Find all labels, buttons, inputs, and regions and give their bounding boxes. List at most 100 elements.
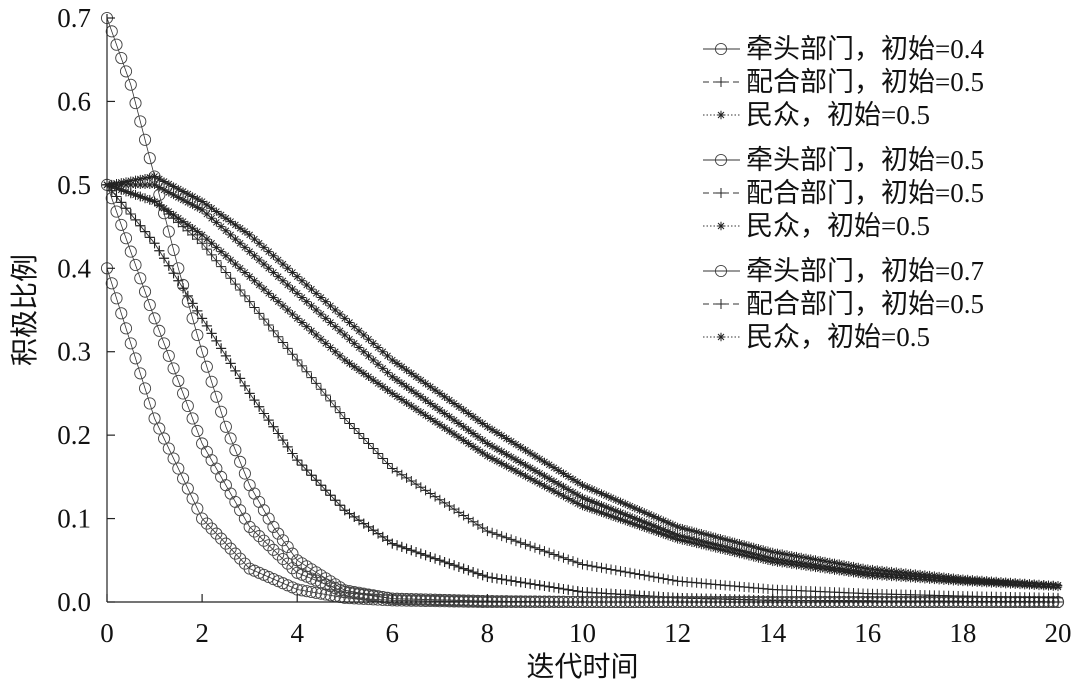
series-line — [107, 184, 1059, 586]
data-point — [434, 555, 445, 566]
legend-label: 配合部门，初始=0.5 — [746, 289, 984, 319]
data-point — [388, 355, 397, 365]
data-point — [138, 285, 152, 298]
data-point — [525, 541, 536, 552]
data-point — [991, 576, 1001, 586]
data-point — [325, 490, 336, 501]
data-point — [330, 401, 341, 412]
data-point — [359, 369, 368, 378]
data-point — [801, 553, 811, 562]
x-tick-label: 14 — [759, 618, 787, 648]
legend-item: 民众，初始=0.5 — [703, 211, 930, 241]
data-point — [816, 561, 825, 570]
data-point — [545, 484, 554, 493]
series-5-plus — [102, 179, 1063, 607]
data-point — [459, 436, 468, 445]
data-point — [525, 474, 535, 483]
data-point — [1015, 578, 1025, 587]
data-point — [383, 368, 392, 377]
data-point — [159, 253, 170, 264]
data-point — [416, 408, 426, 417]
data-point — [254, 401, 265, 412]
data-point — [334, 407, 345, 418]
data-point — [545, 474, 554, 483]
data-point — [140, 193, 151, 204]
data-point — [229, 547, 242, 560]
data-point — [167, 243, 180, 256]
data-point — [420, 550, 431, 561]
data-point — [844, 561, 853, 570]
data-point — [1001, 577, 1010, 586]
data-point — [1020, 578, 1029, 588]
data-point — [143, 397, 156, 410]
data-point — [963, 574, 972, 584]
data-point — [117, 178, 126, 187]
x-tick-label: 8 — [481, 618, 495, 648]
data-point — [720, 535, 730, 544]
data-point — [483, 451, 492, 461]
data-point — [801, 559, 811, 568]
data-point — [226, 230, 235, 240]
data-point — [464, 439, 473, 448]
data-point — [259, 284, 269, 294]
data-point — [316, 293, 326, 302]
data-point — [245, 272, 254, 281]
data-point — [621, 510, 630, 519]
data-point — [288, 268, 297, 277]
data-point — [219, 537, 232, 550]
data-point — [301, 366, 312, 377]
data-point — [868, 564, 877, 574]
data-point — [433, 593, 446, 606]
data-point — [392, 540, 403, 551]
data-point — [1039, 580, 1048, 589]
data-point — [263, 320, 274, 331]
data-point — [350, 322, 359, 331]
data-point — [602, 502, 611, 512]
data-point — [402, 365, 411, 375]
data-point — [835, 559, 844, 568]
data-point — [397, 395, 407, 404]
data-point — [583, 483, 592, 492]
data-point — [216, 247, 226, 256]
data-point — [511, 466, 521, 476]
data-point — [549, 486, 559, 496]
data-point — [839, 565, 849, 574]
data-point — [239, 380, 250, 391]
data-point — [138, 382, 152, 395]
data-point — [430, 553, 441, 564]
data-point — [226, 217, 235, 226]
data-point — [192, 305, 203, 316]
data-point — [202, 200, 212, 210]
data-point — [625, 512, 635, 521]
data-point — [968, 575, 977, 584]
data-point — [535, 469, 544, 478]
data-point — [782, 556, 792, 565]
data-point — [158, 337, 171, 350]
data-point — [452, 594, 465, 607]
data-point — [487, 454, 497, 463]
data-point — [525, 448, 535, 458]
data-point — [644, 525, 654, 534]
legend-item: 配合部门，初始=0.5 — [703, 289, 984, 319]
legend-label: 配合部门，初始=0.5 — [746, 67, 984, 97]
data-point — [392, 392, 402, 401]
data-point — [340, 330, 349, 340]
data-point — [231, 220, 240, 230]
data-point — [497, 431, 506, 440]
data-point — [369, 375, 378, 385]
data-point — [167, 452, 180, 465]
data-point — [210, 527, 223, 540]
data-point — [830, 558, 839, 567]
data-point — [421, 379, 430, 388]
data-point — [573, 478, 582, 487]
data-point — [220, 350, 231, 361]
data-point — [495, 595, 508, 608]
data-point — [196, 345, 209, 358]
data-point — [920, 570, 930, 579]
data-point — [768, 554, 777, 563]
data-point — [572, 557, 583, 568]
data-point — [925, 570, 934, 580]
data-point — [782, 550, 792, 559]
data-point — [763, 546, 773, 555]
data-point — [454, 419, 464, 428]
